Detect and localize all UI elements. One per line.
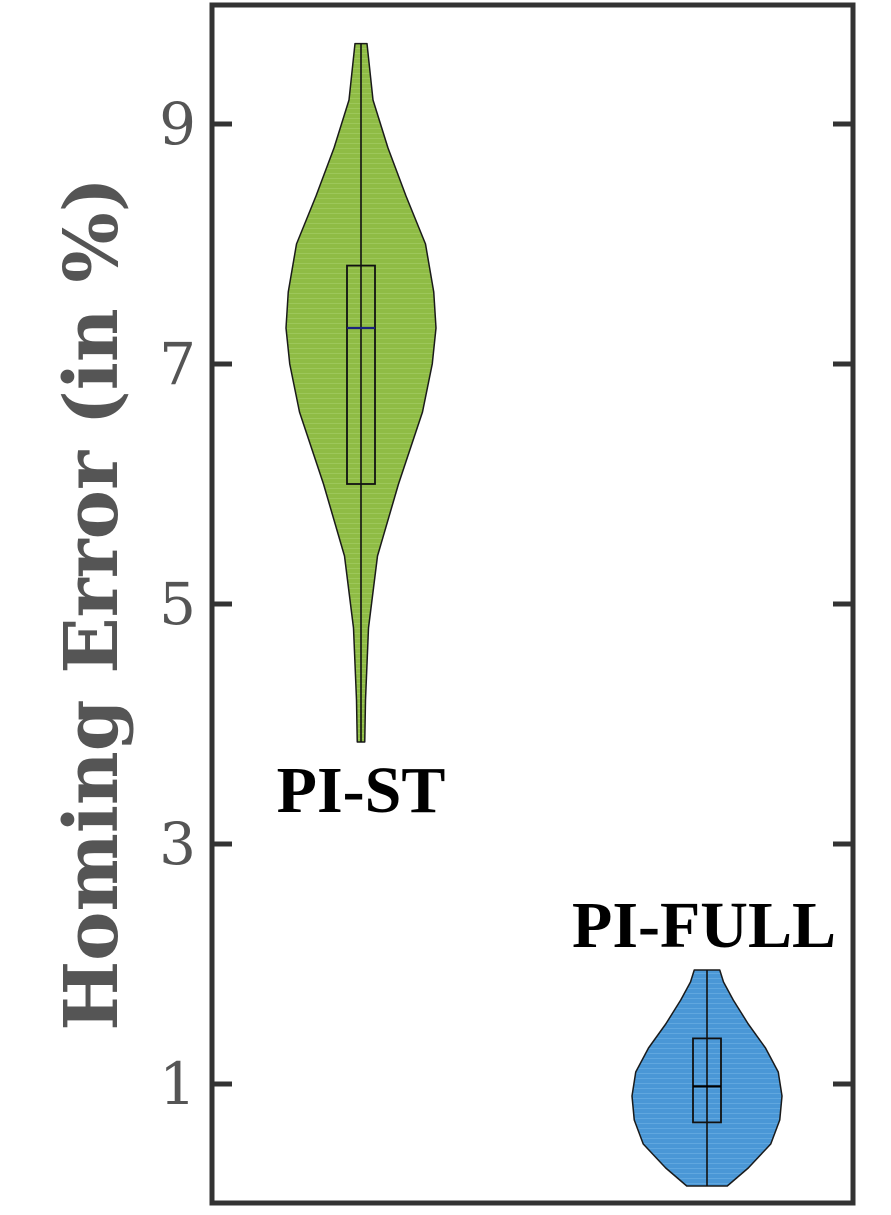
violin-pi-st: PI-ST <box>277 42 446 827</box>
y-tick-label: 7 <box>159 330 196 398</box>
category-label: PI-FULL <box>572 889 836 962</box>
y-axis-ticks: 1 3 5 7 9 <box>159 90 853 1118</box>
category-label: PI-ST <box>277 754 446 827</box>
violins: PI-ST PI-FULL <box>277 42 836 1187</box>
y-axis-label: Homing Error (in %) <box>49 177 135 1031</box>
iqr-box <box>346 264 376 485</box>
y-tick-label: 3 <box>159 810 196 878</box>
y-tick-label: 9 <box>159 90 196 158</box>
plot-frame <box>209 2 856 1206</box>
violin-pi-full: PI-FULL <box>572 889 836 1187</box>
y-tick-label: 1 <box>159 1050 196 1118</box>
iqr-box <box>692 1037 722 1124</box>
y-tick-label: 5 <box>159 570 196 638</box>
